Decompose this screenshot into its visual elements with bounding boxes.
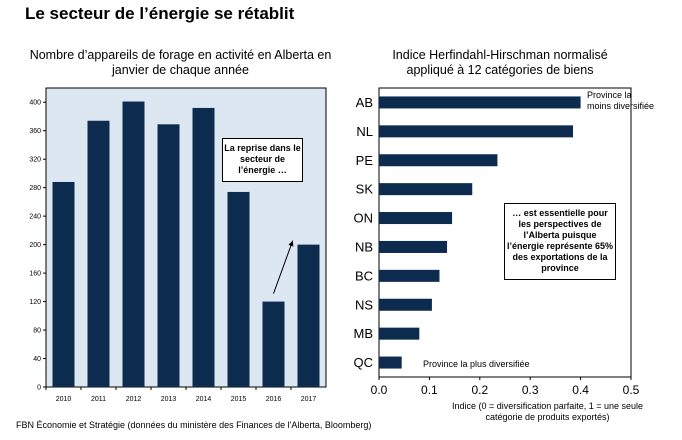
- right-x-tick-label: 0.2: [471, 383, 488, 397]
- left-bar: [297, 244, 320, 387]
- right-x-tick-label: 0.4: [572, 383, 589, 397]
- left-y-tick-label: 240: [29, 214, 41, 221]
- right-bar: [379, 240, 448, 253]
- right-y-category-label: PE: [356, 153, 374, 168]
- right-y-category-label: NB: [355, 239, 373, 254]
- right-bar: [379, 212, 453, 225]
- right-bar: [379, 96, 581, 109]
- right-x-tick-label: 0.5: [623, 383, 640, 397]
- right-y-category-label: MB: [354, 326, 374, 341]
- right-y-category-label: NL: [356, 124, 373, 139]
- left-y-tick-label: 200: [29, 242, 41, 249]
- right-bar: [379, 269, 440, 282]
- left-bar: [227, 191, 250, 387]
- left-y-tick-label: 120: [29, 299, 41, 306]
- left-x-tick-label: 2012: [126, 396, 142, 403]
- right-bar: [379, 356, 402, 369]
- right-y-category-label: BC: [355, 268, 373, 283]
- left-chart-title: Nombre d’appareils de forage en activité…: [29, 48, 332, 77]
- right-x-tick-label: 0.0: [371, 383, 388, 397]
- left-bar: [262, 301, 285, 387]
- right-y-category-label: ON: [354, 211, 374, 226]
- left-bar: [157, 124, 180, 388]
- right-x-tick-label: 0.3: [522, 383, 539, 397]
- left-trend-arrow: [273, 240, 294, 294]
- right-bar: [379, 298, 432, 311]
- right-x-axis-label: Indice (0 = diversification parfaite, 1 …: [451, 401, 644, 422]
- left-y-tick-label: 400: [29, 100, 41, 107]
- left-y-tick-label: 160: [29, 271, 41, 278]
- right-callout-box: … est essentielle pour les perspectives …: [504, 203, 616, 280]
- left-y-tick-label: 80: [33, 328, 41, 335]
- left-bar: [122, 101, 145, 388]
- left-x-tick-label: 2013: [161, 396, 177, 403]
- source-note: FBN Économie et Stratégie (données du mi…: [16, 420, 372, 430]
- left-y-tick-label: 320: [29, 157, 41, 164]
- right-y-category-label: SK: [356, 182, 374, 197]
- right-y-category-label: NS: [355, 297, 373, 312]
- left-y-tick-label: 0: [37, 385, 41, 392]
- left-bar: [87, 120, 110, 387]
- left-x-tick-label: 2011: [91, 396, 106, 403]
- right-chart-title: Indice Herfindahl-Hirschman normalisé ap…: [392, 48, 608, 77]
- least-diversified-annotation: Province la moins diversifiée: [587, 90, 655, 111]
- left-x-tick-label: 2016: [266, 396, 282, 403]
- right-bar: [379, 327, 420, 340]
- page-title: Le secteur de l’énergie se rétablit: [25, 4, 295, 23]
- left-bar: [52, 181, 75, 387]
- left-bar: [192, 107, 215, 387]
- right-bar: [379, 183, 473, 196]
- right-y-category-label: AB: [356, 95, 373, 110]
- right-y-category-label: QC: [354, 355, 374, 370]
- left-x-tick-label: 2014: [196, 396, 212, 403]
- left-x-tick-label: 2015: [231, 396, 247, 403]
- left-y-tick-label: 360: [29, 128, 41, 135]
- left-callout-box: La reprise dans le secteur de l’énergie …: [222, 138, 303, 182]
- most-diversified-annotation: Province la plus diversifiée: [423, 359, 530, 369]
- left-x-tick-label: 2010: [56, 396, 72, 403]
- right-x-tick-label: 0.1: [421, 383, 438, 397]
- left-y-tick-label: 40: [33, 356, 41, 363]
- right-bar: [379, 154, 498, 167]
- right-bar: [379, 125, 574, 138]
- left-trend-arrow-head: [288, 240, 294, 247]
- left-plot-area: [45, 87, 327, 388]
- left-x-tick-label: 2017: [301, 396, 317, 403]
- left-y-tick-label: 280: [29, 185, 41, 192]
